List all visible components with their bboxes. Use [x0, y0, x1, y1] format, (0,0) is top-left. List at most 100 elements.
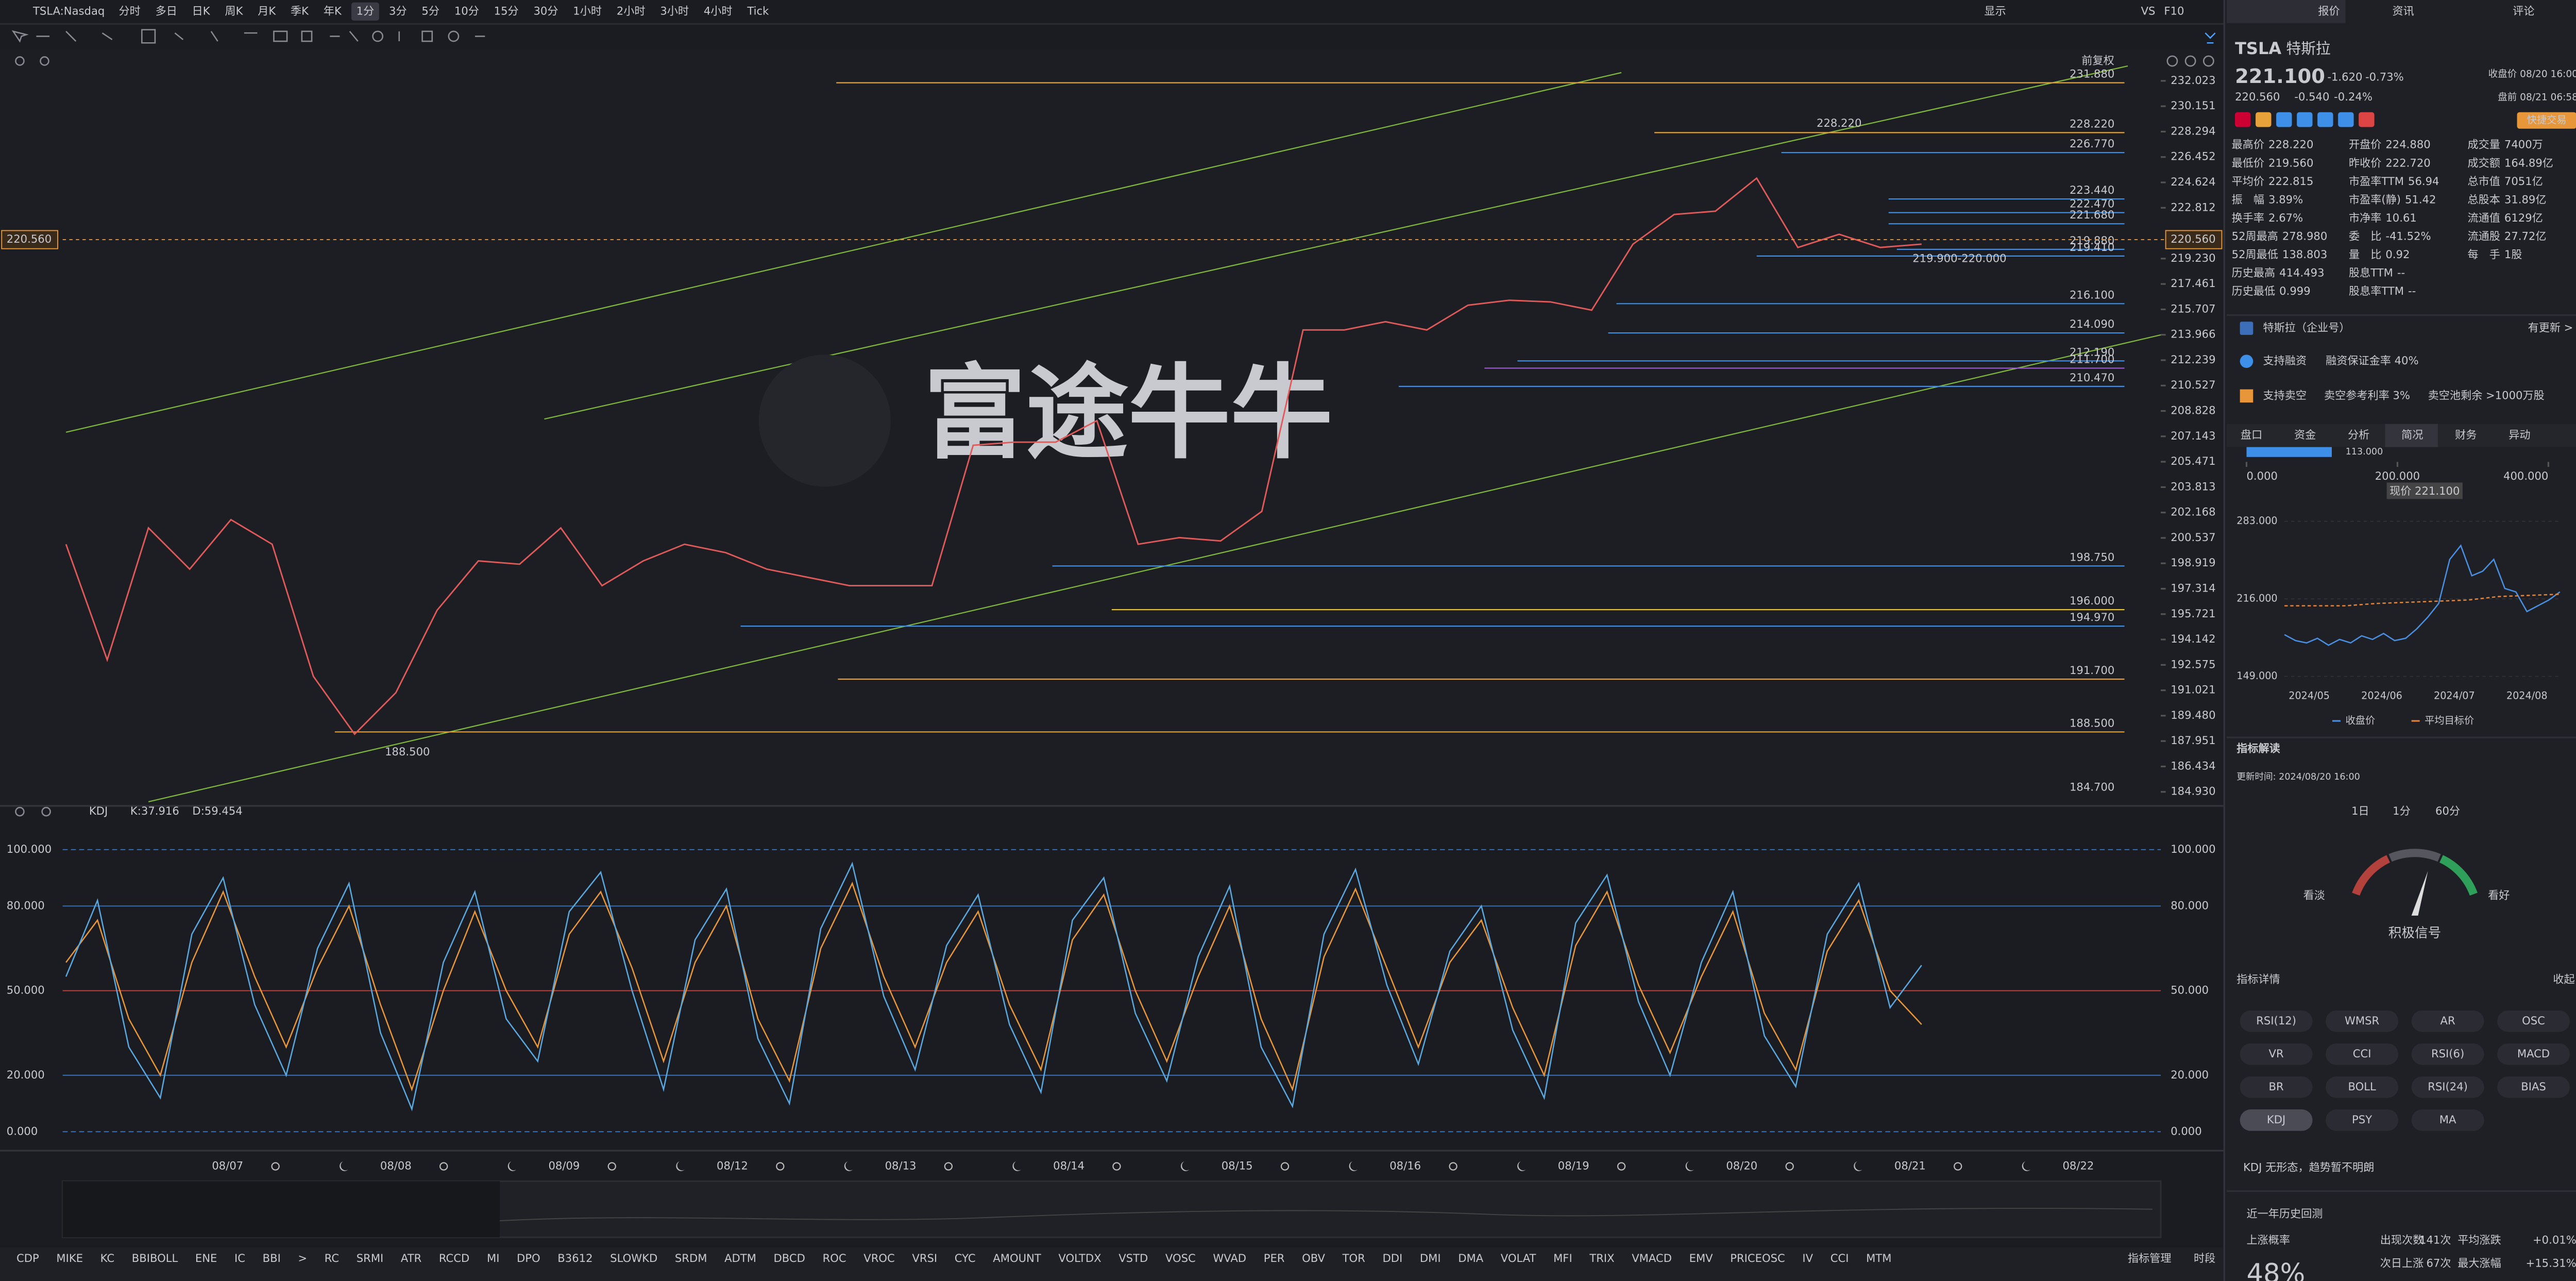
- indicator-tab[interactable]: RC: [325, 1252, 339, 1265]
- indicator-button[interactable]: [2411, 1043, 2484, 1065]
- indicator-tab[interactable]: VOSC: [1165, 1252, 1196, 1265]
- indicator-button-label[interactable]: CCI: [2353, 1047, 2371, 1060]
- indicator-tab[interactable]: DDI: [1382, 1252, 1402, 1265]
- period-tab[interactable]: 3小时: [660, 4, 689, 17]
- panel-tab[interactable]: 报价: [2318, 4, 2340, 17]
- indicator-button-label[interactable]: KDJ: [2267, 1113, 2285, 1126]
- indicator-button-label[interactable]: RSI(12): [2256, 1014, 2296, 1027]
- subtab[interactable]: 资金: [2294, 428, 2316, 441]
- tool-icons[interactable]: [11, 29, 485, 44]
- collapse-button[interactable]: 收起: [2553, 973, 2574, 986]
- indicator-tab[interactable]: PRICEOSC: [1730, 1252, 1785, 1265]
- indicator-button[interactable]: [2326, 1010, 2399, 1032]
- indicator-button-label[interactable]: WMSR: [2345, 1014, 2380, 1027]
- indicator-tab[interactable]: VSTD: [1118, 1252, 1148, 1265]
- indicator-tab[interactable]: MFI: [1553, 1252, 1572, 1265]
- indicator-button[interactable]: [2411, 1010, 2484, 1032]
- update-link[interactable]: 有更新 >: [2528, 321, 2573, 334]
- pin[interactable]: [2205, 32, 2216, 44]
- indicator-tab[interactable]: TOR: [1342, 1252, 1366, 1265]
- indicator-tab[interactable]: VMACD: [1632, 1252, 1672, 1265]
- indicator-button-label[interactable]: RSI(6): [2431, 1047, 2464, 1060]
- indicator-button-label[interactable]: BIAS: [2521, 1080, 2546, 1093]
- indicator-button-label[interactable]: MACD: [2517, 1047, 2550, 1060]
- indicator-tab[interactable]: WVAD: [1213, 1252, 1246, 1265]
- indicator-tab[interactable]: ATR: [401, 1252, 422, 1265]
- indicator-button[interactable]: [2497, 1043, 2570, 1065]
- signal-period[interactable]: 1日: [2351, 804, 2369, 817]
- period-tab[interactable]: 1分: [357, 4, 375, 17]
- zoom-out[interactable]: [2184, 55, 2196, 67]
- period-tab[interactable]: 15分: [494, 4, 519, 17]
- indicator-tab[interactable]: MI: [487, 1252, 499, 1265]
- indicator-tab[interactable]: VRSI: [912, 1252, 937, 1265]
- period-tab[interactable]: 分时: [119, 4, 141, 17]
- tool-button[interactable]: F10: [2164, 4, 2184, 17]
- indicator-tab[interactable]: ROC: [823, 1252, 846, 1265]
- indicator-tab[interactable]: AMOUNT: [993, 1252, 1041, 1265]
- indicator-button[interactable]: [2240, 1076, 2313, 1098]
- signal-period[interactable]: 1分: [2393, 804, 2411, 817]
- indicator-tab[interactable]: SRMI: [357, 1252, 384, 1265]
- indicator-tab[interactable]: DMI: [1420, 1252, 1441, 1265]
- indicator-tab[interactable]: EMV: [1689, 1252, 1714, 1265]
- indicator-button-label[interactable]: MA: [2439, 1113, 2456, 1126]
- quick-trade-label[interactable]: 快捷交易: [2527, 114, 2567, 126]
- indicator-button[interactable]: [2326, 1043, 2399, 1065]
- indicator-button-label[interactable]: BOLL: [2348, 1080, 2376, 1093]
- tool-button[interactable]: VS: [2141, 4, 2156, 17]
- indicator-button-label[interactable]: PSY: [2352, 1113, 2372, 1126]
- indicator-tab[interactable]: VROC: [863, 1252, 895, 1265]
- period-tab[interactable]: 4小时: [704, 4, 733, 17]
- period-tab[interactable]: 3分: [389, 4, 407, 17]
- indicator-tab[interactable]: MTM: [1866, 1252, 1891, 1265]
- close[interactable]: [2202, 55, 2214, 67]
- indicator-tab[interactable]: IV: [1802, 1252, 1813, 1265]
- indicator-tab[interactable]: CCI: [1831, 1252, 1849, 1265]
- indicator-button-label[interactable]: AR: [2441, 1014, 2455, 1027]
- indicator-button-label[interactable]: RSI(24): [2428, 1080, 2468, 1093]
- indicator-tab[interactable]: BBI: [263, 1252, 281, 1265]
- indicator-tab[interactable]: VOLAT: [1501, 1252, 1536, 1265]
- indicator-button[interactable]: [2326, 1076, 2399, 1098]
- indicator-button[interactable]: [2497, 1010, 2570, 1032]
- indicator-name[interactable]: KDJ: [89, 804, 108, 817]
- subtab[interactable]: 财务: [2455, 428, 2477, 441]
- indicator-tab[interactable]: >: [298, 1252, 307, 1265]
- settings[interactable]: [41, 806, 51, 817]
- indicator-manage[interactable]: 指标管理: [2128, 1252, 2172, 1265]
- indicator-button[interactable]: [2240, 1109, 2313, 1131]
- indicator-tab[interactable]: OBV: [1302, 1252, 1325, 1265]
- indicator-tab[interactable]: ADTM: [724, 1252, 756, 1265]
- settings[interactable]: [40, 56, 49, 66]
- period-tab[interactable]: 日K: [192, 4, 211, 17]
- tool-button[interactable]: 显示: [1984, 4, 2006, 17]
- indicator-button-label[interactable]: OSC: [2522, 1014, 2545, 1027]
- indicator-button[interactable]: [2326, 1109, 2399, 1131]
- indicator-tab[interactable]: DMA: [1458, 1252, 1483, 1265]
- indicator-tab[interactable]: SRDM: [675, 1252, 707, 1265]
- panel-tab[interactable]: 评论: [2513, 4, 2534, 17]
- indicator-tab[interactable]: PER: [1264, 1252, 1285, 1265]
- indicator-tab[interactable]: DPO: [517, 1252, 540, 1265]
- period-tab[interactable]: 30分: [533, 4, 558, 17]
- company-name[interactable]: 特斯拉（企业号）: [2263, 321, 2350, 334]
- period-tab[interactable]: 周K: [225, 4, 243, 17]
- subtab[interactable]: 异动: [2509, 428, 2530, 441]
- indicator-tab[interactable]: IC: [234, 1252, 245, 1265]
- indicator-tab[interactable]: KC: [100, 1252, 114, 1265]
- indicator-button[interactable]: [2411, 1109, 2484, 1131]
- settings[interactable]: [15, 56, 25, 66]
- period-tab[interactable]: 1小时: [573, 4, 602, 17]
- panel-tab[interactable]: 资讯: [2392, 4, 2414, 17]
- indicator-tab[interactable]: SLOWKD: [610, 1252, 657, 1265]
- indicator-button-label[interactable]: VR: [2269, 1047, 2284, 1060]
- indicator-button[interactable]: [2411, 1076, 2484, 1098]
- settings[interactable]: [15, 806, 25, 817]
- indicator-button-label[interactable]: BR: [2269, 1080, 2284, 1093]
- signal-period[interactable]: 60分: [2435, 804, 2460, 817]
- period-tab[interactable]: 5分: [421, 4, 439, 17]
- indicator-tab[interactable]: DBCD: [774, 1252, 805, 1265]
- indicator-tab[interactable]: VOLTDX: [1058, 1252, 1101, 1265]
- period-tab[interactable]: Tick: [747, 4, 769, 17]
